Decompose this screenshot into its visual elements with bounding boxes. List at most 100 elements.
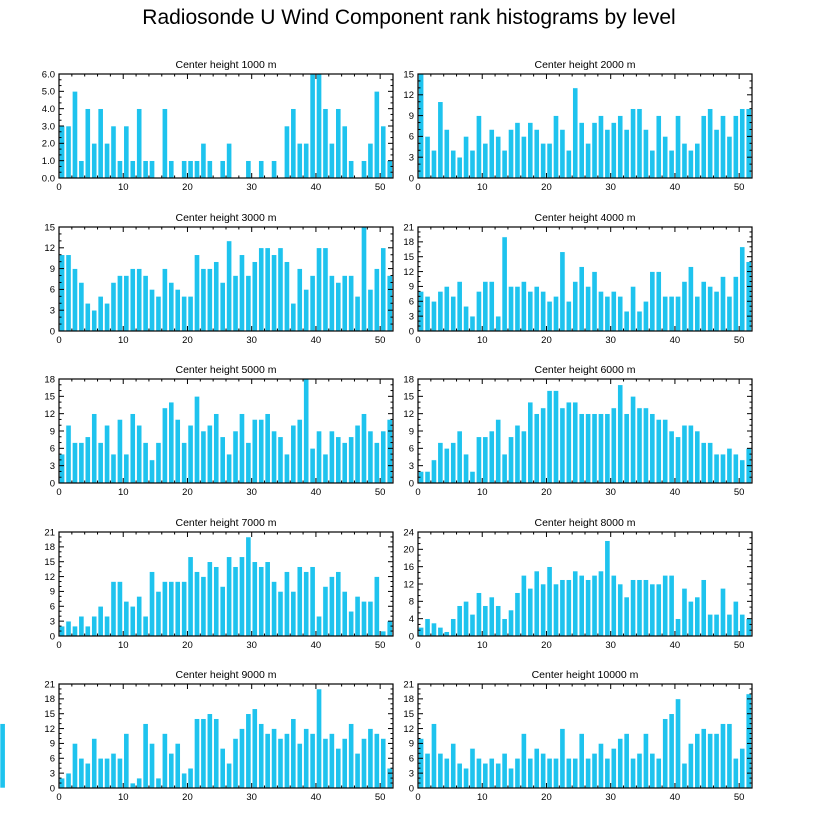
y-tick-label: 2.0: [42, 139, 55, 150]
x-tick-label: 10: [477, 487, 488, 498]
y-tick-label: 3: [50, 616, 55, 627]
x-tick-label: 40: [670, 792, 681, 803]
bar: [367, 143, 374, 179]
bar: [309, 448, 316, 484]
bar: [354, 296, 361, 332]
bar: [354, 424, 361, 484]
bar: [251, 419, 258, 484]
bar: [476, 592, 482, 637]
bar: [65, 125, 72, 179]
bar: [739, 614, 746, 637]
bar: [707, 614, 714, 637]
bar: [546, 757, 553, 789]
bar: [546, 566, 553, 637]
y-tick-label: 15: [403, 252, 414, 263]
bar: [316, 247, 322, 332]
bar: [617, 384, 624, 484]
bar: [720, 115, 726, 179]
y-tick-label: 12: [403, 724, 414, 735]
bar: [386, 160, 393, 179]
bar: [181, 581, 188, 637]
y-tick-label: 0: [50, 478, 55, 489]
bar: [200, 143, 207, 179]
x-tick-label: 0: [415, 335, 420, 346]
bar: [303, 289, 310, 332]
bar: [476, 115, 482, 179]
bar: [200, 268, 207, 332]
bar: [623, 129, 630, 179]
bar: [316, 615, 322, 637]
bar: [553, 115, 559, 179]
bar: [533, 286, 540, 332]
bar: [251, 261, 258, 332]
bar: [361, 226, 367, 332]
bar: [437, 627, 444, 637]
x-tick-label: 10: [118, 182, 129, 193]
bar: [572, 401, 579, 484]
bar: [284, 453, 290, 484]
bar: [636, 753, 643, 789]
bar: [598, 115, 604, 179]
bar: [668, 296, 675, 332]
bar: [264, 413, 271, 484]
bar: [598, 570, 604, 637]
bar: [437, 291, 444, 332]
bar: [348, 160, 355, 179]
bar: [296, 419, 303, 484]
bar: [598, 291, 604, 332]
y-tick-label: 0: [50, 783, 55, 794]
bar: [97, 296, 104, 332]
bar: [232, 430, 239, 484]
bar: [181, 442, 188, 484]
bar: [431, 300, 437, 332]
y-tick-label: 9: [409, 739, 414, 750]
x-tick-label: 40: [311, 182, 322, 193]
bar: [707, 286, 714, 332]
bar: [655, 115, 662, 179]
bar: [194, 718, 200, 789]
x-tick-label: 30: [605, 640, 616, 651]
bar: [322, 108, 329, 179]
bar: [565, 579, 572, 637]
bar: [739, 246, 746, 332]
bar: [277, 247, 284, 332]
bar: [431, 723, 437, 789]
bar: [726, 723, 733, 789]
bar: [675, 296, 681, 332]
bar: [559, 407, 566, 484]
x-tick-label: 0: [415, 792, 420, 803]
x-tick-label: 20: [541, 487, 552, 498]
bar: [258, 419, 265, 484]
bar: [110, 581, 117, 637]
bar: [630, 108, 636, 179]
bar: [117, 581, 123, 637]
bar: [335, 108, 342, 179]
bar: [72, 625, 78, 637]
bar: [123, 733, 130, 789]
y-tick-label: 12: [403, 267, 414, 278]
bar: [463, 136, 469, 179]
panel-title: Center height 10000 m: [532, 669, 639, 681]
bar: [533, 129, 540, 179]
bar: [91, 143, 98, 179]
y-tick-label: 0.0: [42, 173, 55, 184]
bar: [72, 442, 78, 484]
bar: [443, 286, 450, 332]
x-tick-label: 30: [246, 792, 257, 803]
bar: [136, 596, 143, 637]
bar: [104, 615, 110, 637]
bar: [59, 125, 66, 179]
bar: [469, 315, 476, 332]
bar: [456, 605, 463, 637]
bar: [97, 108, 104, 179]
bar: [598, 743, 604, 789]
bar: [572, 87, 579, 179]
bar: [520, 281, 527, 332]
bar: [623, 310, 630, 332]
bar: [585, 757, 592, 789]
y-tick-label: 3: [409, 768, 414, 779]
bar: [488, 281, 495, 332]
bar: [732, 276, 739, 332]
bar: [232, 275, 239, 332]
bar: [739, 459, 746, 484]
